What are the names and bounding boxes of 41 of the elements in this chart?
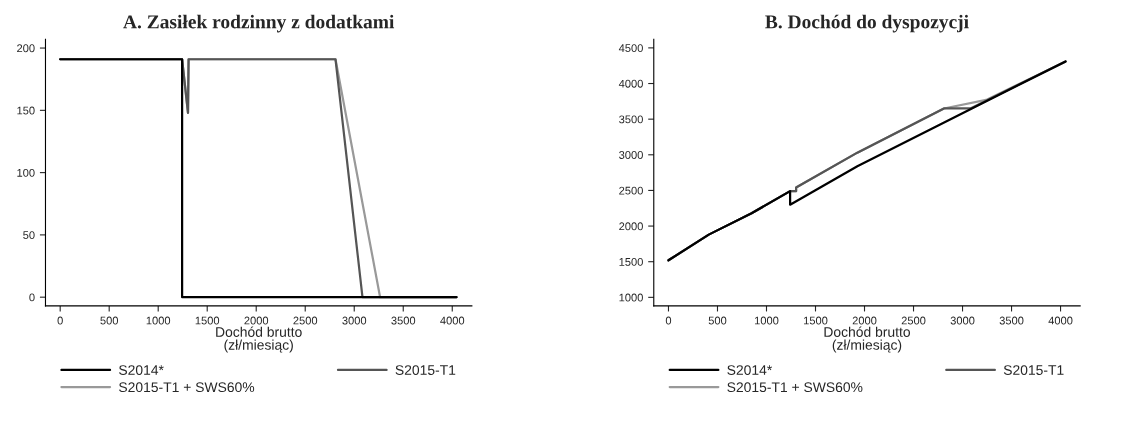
x-tick-label: 500 <box>708 316 727 325</box>
y-tick-label: 100 <box>17 168 35 177</box>
y-tick-label: 4500 <box>618 44 643 53</box>
y-tick-label: 3000 <box>619 151 643 159</box>
x-tick-label: 4000 <box>1048 316 1073 325</box>
legend-label: S2014* <box>727 365 773 375</box>
legend-label: S2014* <box>119 365 164 375</box>
y-tick-label: 4000 <box>618 79 643 88</box>
x-tick-label: 0 <box>57 316 63 325</box>
x-tick-label: 2000 <box>244 316 269 325</box>
x-tick-label: 3000 <box>342 316 367 325</box>
y-tick-label: 1500 <box>619 257 643 266</box>
y-tick-label: 2500 <box>619 186 643 195</box>
y-tick-label: 200 <box>17 44 35 53</box>
y-tick-label: 0 <box>29 293 35 302</box>
y-tick-label: 150 <box>17 106 35 115</box>
x-tick-label: 1500 <box>803 316 828 325</box>
y-tick-label: 3500 <box>619 115 643 124</box>
x-tick-label: 500 <box>100 316 119 325</box>
x-tick-label: 2500 <box>901 316 926 325</box>
legend-label: S2015-T1 + SWS60% <box>119 382 255 393</box>
x-tick-label: 2000 <box>852 316 877 325</box>
x-tick-label: 3000 <box>950 316 975 325</box>
y-tick-label: 2000 <box>619 222 643 231</box>
x-tick-label: 1500 <box>195 316 220 325</box>
legend-label: S2015-T1 + SWS60% <box>727 382 863 393</box>
x-tick-label: 1000 <box>146 316 171 325</box>
x-tick-label: 2500 <box>293 316 318 325</box>
y-tick-label: 1000 <box>619 293 643 302</box>
legend-label: S2015-T1 <box>1003 365 1064 375</box>
chart-title: B. Dochód do dyspozycji <box>765 14 969 33</box>
x-tick-label: 3500 <box>391 316 416 325</box>
y-tick-label: 50 <box>23 231 35 240</box>
legend-label: S2015-T1 <box>395 365 456 375</box>
x-tick-label: 3500 <box>999 316 1024 325</box>
x-axis-title: Dochód brutto (zł/miesiąc) <box>824 326 911 353</box>
chart-title: A. Zasiłek rodzinny z dodatkami <box>123 14 395 33</box>
x-axis-title: Dochód brutto (zł/miesiąc) <box>216 326 302 353</box>
x-tick-label: 1000 <box>754 316 779 325</box>
x-tick-label: 0 <box>665 316 672 325</box>
x-tick-label: 4000 <box>440 316 465 325</box>
